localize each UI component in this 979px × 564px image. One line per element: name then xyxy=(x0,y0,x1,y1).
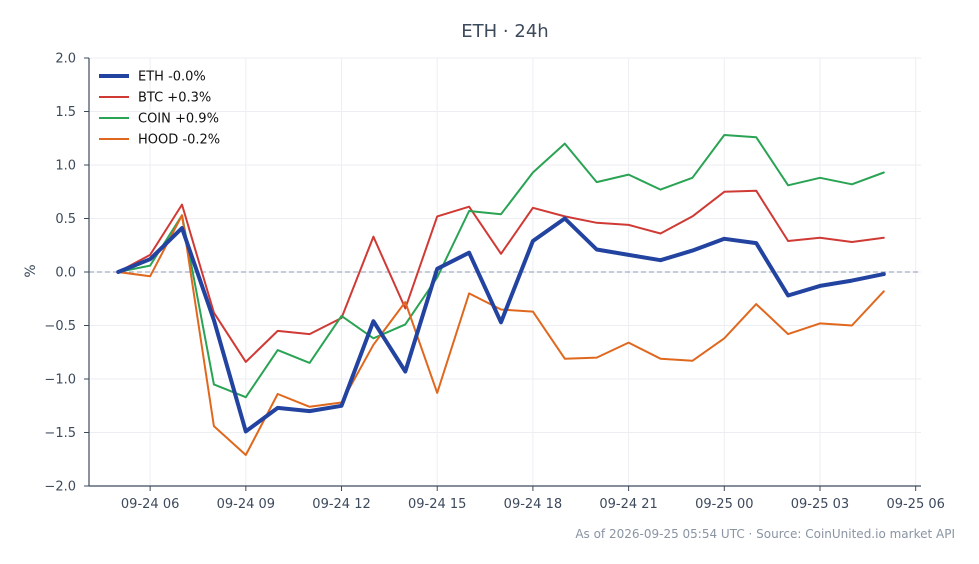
y-tick-label: −1.5 xyxy=(44,426,76,441)
series-line-3 xyxy=(117,214,885,456)
x-tick-label: 09-24 18 xyxy=(504,497,562,512)
series-line-2 xyxy=(117,134,885,399)
y-tick-label: 0.0 xyxy=(55,266,76,281)
x-tick-label: 09-25 06 xyxy=(886,497,944,512)
series-line-0 xyxy=(116,216,886,434)
axes: −2.0 −1.5 −1.0 −0.5 0.0 0.5 1.0 1.5 2.0 09-24 06 0… xyxy=(44,52,944,513)
y-tick-label: 1.5 xyxy=(55,105,76,120)
x-tick-label: 09-25 03 xyxy=(791,497,849,512)
y-tick-label: −0.5 xyxy=(44,319,76,334)
y-tick-label: −2.0 xyxy=(44,480,76,495)
y-axis-label: % xyxy=(23,264,39,277)
series-line-1 xyxy=(117,189,885,363)
y-tick-label: −1.0 xyxy=(44,373,76,388)
x-tick-label: 09-24 12 xyxy=(312,497,370,512)
legend-label: COIN +0.9% xyxy=(138,112,219,127)
legend-label: HOOD -0.2% xyxy=(138,133,220,148)
chart-title: ETH · 24h xyxy=(461,21,548,42)
y-tick-label: 0.5 xyxy=(55,212,76,227)
y-tick-label: 1.0 xyxy=(55,159,76,174)
legend-label: BTC +0.3% xyxy=(138,91,211,106)
legend-label: ETH -0.0% xyxy=(138,70,206,85)
y-tick-label: 2.0 xyxy=(55,52,76,67)
x-tick-label: 09-25 00 xyxy=(695,497,753,512)
source-footnote: As of 2026-09-25 05:54 UTC · Source: Coi… xyxy=(575,527,955,541)
x-tick-label: 09-24 15 xyxy=(408,497,466,512)
x-tick-label: 09-24 09 xyxy=(217,497,275,512)
series-lines xyxy=(116,134,886,456)
legend: ETH -0.0% BTC +0.3% COIN +0.9% HOOD -0.2% xyxy=(99,70,220,148)
x-tick-label: 09-24 06 xyxy=(121,497,179,512)
x-tick-label: 09-24 21 xyxy=(599,497,657,512)
